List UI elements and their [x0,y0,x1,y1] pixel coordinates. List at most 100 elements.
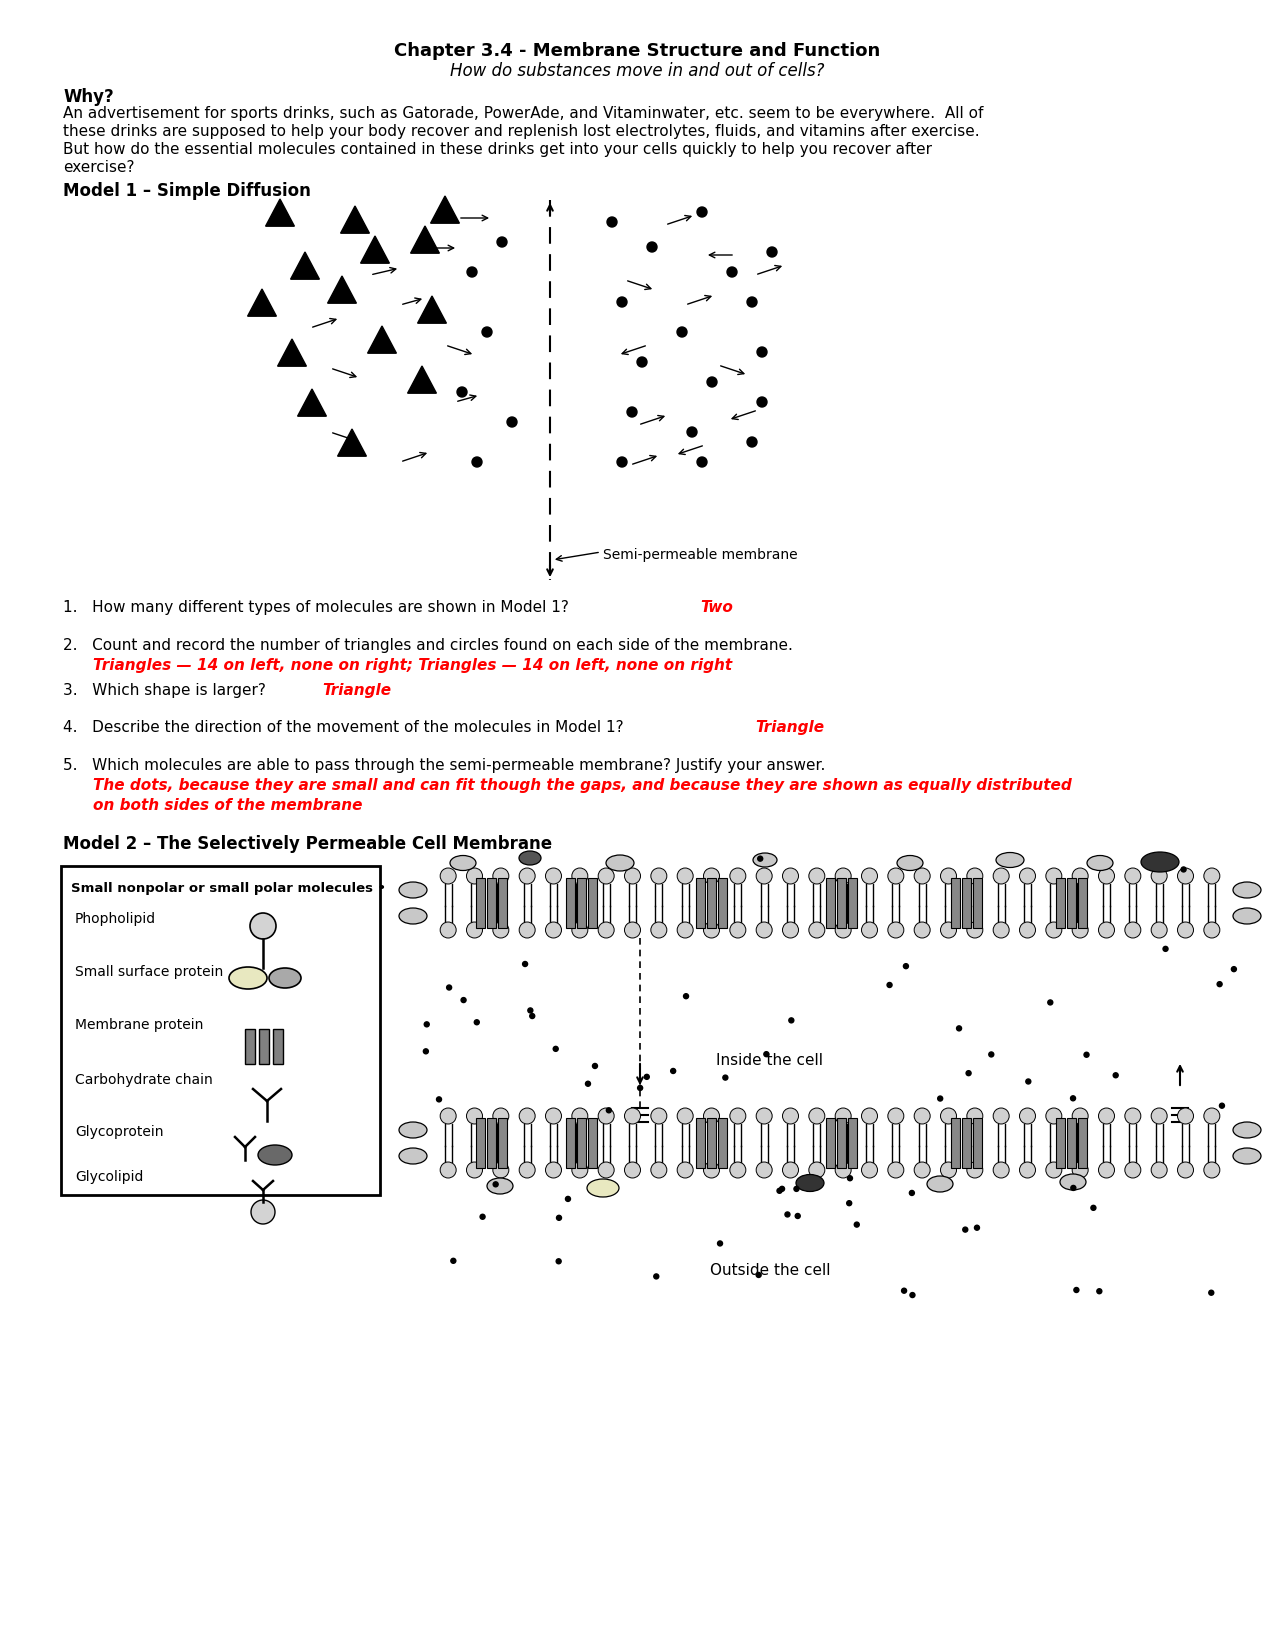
Ellipse shape [754,854,776,867]
Circle shape [481,1213,484,1218]
Text: Membrane protein: Membrane protein [75,1019,204,1032]
Circle shape [650,1108,667,1124]
Text: Two: Two [700,599,733,616]
Circle shape [598,868,615,883]
Text: these drinks are supposed to help your body recover and replenish lost electroly: these drinks are supposed to help your b… [62,124,979,139]
Circle shape [963,1227,968,1232]
Circle shape [671,1068,676,1073]
Circle shape [456,386,467,396]
Bar [951,1118,960,1167]
Circle shape [519,1108,536,1124]
Bar [476,878,484,928]
Circle shape [585,1081,590,1086]
Circle shape [847,1200,852,1205]
Bar [1077,1118,1088,1167]
Ellipse shape [796,1174,824,1192]
Bar [951,878,960,928]
Circle shape [617,297,627,307]
Circle shape [683,994,689,999]
Ellipse shape [1141,852,1179,872]
Circle shape [1219,1103,1224,1108]
Circle shape [747,438,757,447]
Circle shape [644,1075,649,1080]
Circle shape [904,964,908,969]
Circle shape [887,982,892,987]
Circle shape [1071,1096,1076,1101]
Text: Carbohydrate chain: Carbohydrate chain [75,1073,213,1086]
Circle shape [1099,1108,1114,1124]
Bar [566,1118,575,1167]
Circle shape [779,1187,784,1192]
Text: on both sides of the membrane: on both sides of the membrane [93,797,362,812]
Circle shape [914,1108,931,1124]
Circle shape [1125,1108,1141,1124]
Circle shape [474,1020,479,1025]
Circle shape [1046,868,1062,883]
Circle shape [835,1162,852,1179]
Circle shape [1178,1108,1193,1124]
Circle shape [966,868,983,883]
Circle shape [718,1242,723,1247]
Circle shape [440,1162,456,1179]
Circle shape [887,921,904,938]
Polygon shape [418,296,446,324]
Text: 3.   Which shape is larger?: 3. Which shape is larger? [62,684,266,698]
Circle shape [993,1108,1010,1124]
Circle shape [571,868,588,883]
Polygon shape [431,196,459,223]
Circle shape [887,868,904,883]
Bar [696,1118,705,1167]
Circle shape [756,1273,761,1278]
Circle shape [472,457,482,467]
Circle shape [768,248,776,258]
Circle shape [704,1108,719,1124]
Circle shape [1151,1162,1167,1179]
Circle shape [598,921,615,938]
Circle shape [835,1108,852,1124]
Circle shape [519,868,536,883]
Circle shape [1048,1001,1053,1005]
Circle shape [1091,1205,1096,1210]
Text: 1.   How many different types of molecules are shown in Model 1?: 1. How many different types of molecules… [62,599,569,616]
Circle shape [467,1108,482,1124]
Circle shape [1218,982,1223,987]
Text: But how do the essential molecules contained in these drinks get into your cells: But how do the essential molecules conta… [62,142,932,157]
Bar [1077,878,1088,928]
Circle shape [493,1108,509,1124]
Circle shape [1099,921,1114,938]
Circle shape [607,1108,611,1113]
Circle shape [1020,868,1035,883]
Circle shape [677,921,694,938]
Text: Why?: Why? [62,88,113,106]
Bar [973,1118,982,1167]
Circle shape [650,921,667,938]
Circle shape [756,1108,773,1124]
Circle shape [789,1019,794,1024]
Circle shape [835,868,852,883]
Circle shape [546,1108,561,1124]
Circle shape [687,428,697,438]
Bar [566,878,575,928]
Circle shape [862,868,877,883]
Circle shape [1209,1289,1214,1296]
Circle shape [993,1162,1010,1179]
Circle shape [756,921,773,938]
Circle shape [556,1215,561,1220]
Circle shape [546,1162,561,1179]
Bar [718,878,727,928]
Circle shape [497,238,507,248]
Bar [499,878,507,928]
Ellipse shape [1060,1174,1086,1190]
Circle shape [1178,1162,1193,1179]
Circle shape [966,1162,983,1179]
Circle shape [729,868,746,883]
Circle shape [862,1108,877,1124]
Circle shape [697,457,708,467]
Circle shape [974,1225,979,1230]
Polygon shape [278,338,306,367]
Text: Model 1 – Simple Diffusion: Model 1 – Simple Diffusion [62,182,311,200]
Circle shape [423,1048,428,1053]
Circle shape [848,1176,853,1180]
Text: Glycolipid: Glycolipid [75,1171,143,1184]
Circle shape [1072,868,1088,883]
